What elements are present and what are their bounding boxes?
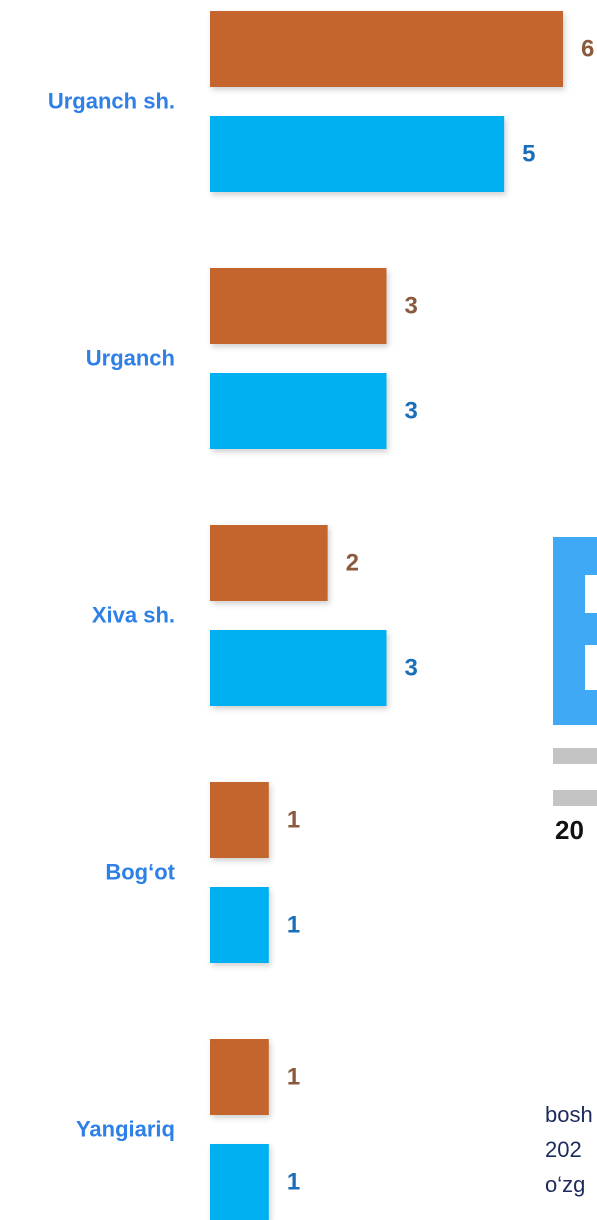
- gray-bar: [553, 748, 597, 764]
- side-graphic: [553, 537, 597, 806]
- side-year: 20: [555, 815, 584, 845]
- gray-bar: [553, 790, 597, 806]
- value-label: 1: [287, 806, 300, 833]
- value-label: 1: [287, 1168, 300, 1195]
- bar: [210, 887, 269, 963]
- blue-panel: [553, 537, 597, 725]
- bar: [210, 268, 387, 344]
- bar: [210, 782, 269, 858]
- value-label: 3: [405, 292, 418, 319]
- value-label: 1: [287, 1063, 300, 1090]
- panel-shape: [585, 645, 597, 690]
- bar: [210, 525, 328, 601]
- panel-shape: [585, 575, 597, 613]
- bar: [210, 1144, 269, 1220]
- side-text: o‘zg: [545, 1172, 585, 1197]
- category-label: Urganch sh.: [48, 88, 175, 113]
- bar: [210, 11, 563, 87]
- bar: [210, 116, 505, 192]
- value-label: 1: [287, 911, 300, 938]
- value-label: 2: [346, 549, 359, 576]
- category-label: Yangiariq: [76, 1116, 175, 1141]
- bar: [210, 1039, 269, 1115]
- value-label: 3: [405, 397, 418, 424]
- value-label: 6: [581, 35, 594, 62]
- side-text: bosh: [545, 1102, 593, 1127]
- value-label: 3: [405, 654, 418, 681]
- value-label: 5: [522, 140, 535, 167]
- category-label: Bog‘ot: [105, 859, 175, 884]
- side-text: 202: [545, 1137, 582, 1162]
- bar: [210, 373, 387, 449]
- category-label: Urganch: [86, 345, 175, 370]
- category-label: Xiva sh.: [92, 602, 175, 627]
- bar: [210, 630, 387, 706]
